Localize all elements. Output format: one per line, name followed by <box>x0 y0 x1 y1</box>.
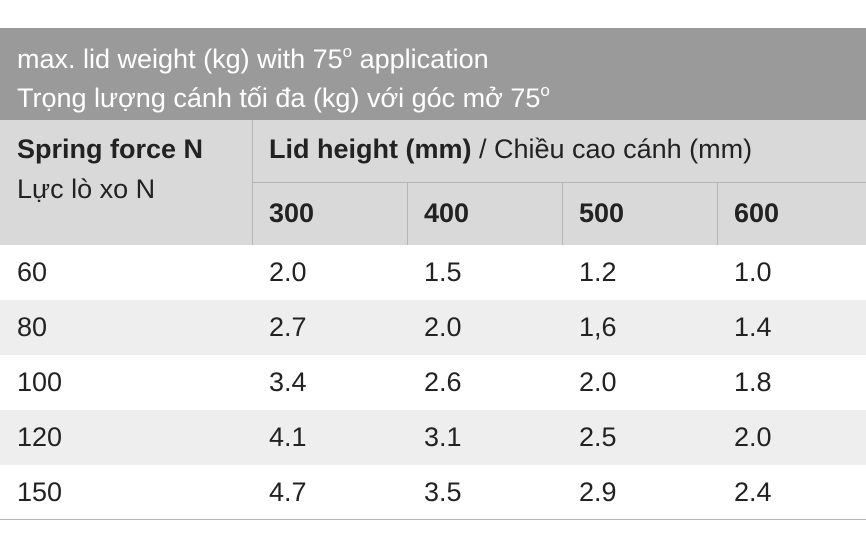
column-header-600: 600 <box>717 182 866 245</box>
value-cell: 2.9 <box>579 477 617 507</box>
force-cell: 80 <box>17 312 48 342</box>
lid-height-label: Lid height (mm) <box>269 134 472 164</box>
title-en-text: max. lid weight (kg) with 75 <box>17 44 343 74</box>
degree-mark: o <box>540 81 550 100</box>
title-line-vi: Trọng lượng cánh tối đa (kg) với góc mở … <box>17 79 866 118</box>
spec-table: max. lid weight (kg) with 75o applicatio… <box>0 28 866 520</box>
value-cell: 2.4 <box>734 477 772 507</box>
force-cell: 100 <box>17 367 63 397</box>
force-cell: 60 <box>17 257 48 287</box>
value-cell: 1.8 <box>734 367 772 397</box>
value-cell: 2.5 <box>579 422 617 452</box>
column-header-400: 400 <box>407 182 562 245</box>
spring-force-header: Spring force N Lực lò xo N <box>0 120 252 245</box>
value-cell: 1.4 <box>734 312 772 342</box>
spring-force-label-vi: Lực lò xo N <box>17 174 156 204</box>
table-row: 120 4.1 3.1 2.5 2.0 <box>0 410 866 465</box>
value-cell: 1.2 <box>579 257 617 287</box>
value-cell: 1.0 <box>734 257 772 287</box>
value-cell: 3.4 <box>269 367 307 397</box>
force-cell: 150 <box>17 477 63 507</box>
lid-height-label-vi: / Chiều cao cánh (mm) <box>471 134 753 164</box>
title-en-end: application <box>352 44 489 74</box>
value-cell: 3.5 <box>424 477 462 507</box>
value-cell: 2.0 <box>424 312 462 342</box>
grid-line <box>252 182 866 183</box>
grid-line <box>407 182 408 245</box>
table-title: max. lid weight (kg) with 75o applicatio… <box>0 28 866 120</box>
spring-force-label: Spring force N <box>17 134 204 164</box>
value-cell: 1,6 <box>579 312 617 342</box>
value-cell: 4.1 <box>269 422 307 452</box>
degree-mark: o <box>342 42 353 61</box>
table-row: 60 2.0 1.5 1.2 1.0 <box>0 245 866 300</box>
lid-height-header: Lid height (mm) / Chiều cao cánh (mm) <box>252 120 866 182</box>
column-header-300: 300 <box>252 182 407 245</box>
table-row: 150 4.7 3.5 2.9 2.4 <box>0 465 866 520</box>
grid-line <box>562 182 563 245</box>
value-cell: 1.5 <box>424 257 462 287</box>
force-cell: 120 <box>17 422 63 452</box>
value-cell: 2.0 <box>734 422 772 452</box>
value-cell: 4.7 <box>269 477 307 507</box>
value-cell: 2.7 <box>269 312 307 342</box>
title-line-en: max. lid weight (kg) with 75o applicatio… <box>17 40 866 79</box>
grid-line <box>0 519 866 520</box>
value-cell: 3.1 <box>424 422 462 452</box>
value-cell: 2.0 <box>579 367 617 397</box>
title-vi-text: Trọng lượng cánh tối đa (kg) với góc mở … <box>17 83 541 113</box>
table-row: 80 2.7 2.0 1,6 1.4 <box>0 300 866 355</box>
value-cell: 2.6 <box>424 367 462 397</box>
value-cell: 2.0 <box>269 257 307 287</box>
table-row: 100 3.4 2.6 2.0 1.8 <box>0 355 866 410</box>
column-header-500: 500 <box>562 182 717 245</box>
grid-line <box>717 182 718 245</box>
